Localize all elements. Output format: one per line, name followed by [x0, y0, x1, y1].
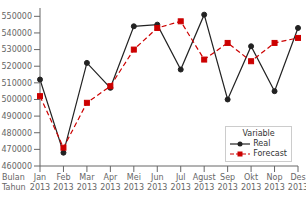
svg-text:Okt2013: Okt2013	[241, 173, 261, 192]
svg-text:BulanTahun: BulanTahun	[8, 173, 26, 192]
svg-text:Jun2013: Jun2013	[147, 173, 167, 192]
svg-text:Jan2013: Jan2013	[30, 173, 50, 192]
svg-text:Des2013: Des2013	[288, 173, 298, 192]
html-text:Variable: Variable	[242, 129, 275, 138]
svg-text:Agust2013: Agust2013	[193, 173, 216, 192]
html-text:Real: Real	[253, 139, 271, 148]
svg-text:490000: 490000	[8, 112, 32, 121]
svg-text:540000: 540000	[8, 29, 32, 38]
svg-text:530000: 530000	[8, 45, 32, 54]
svg-text:Sep2013: Sep2013	[217, 173, 237, 192]
svg-text:Apr2013: Apr2013	[100, 173, 120, 192]
svg-text:470000: 470000	[8, 145, 32, 154]
svg-text:Nop2013: Nop2013	[264, 173, 284, 192]
svg-text:480000: 480000	[8, 129, 32, 138]
svg-text:550000: 550000	[8, 12, 32, 21]
svg-text:520000: 520000	[8, 62, 32, 71]
svg-text:510000: 510000	[8, 79, 32, 88]
html-text:Forecast: Forecast	[253, 149, 287, 158]
svg-text:500000: 500000	[8, 95, 32, 104]
svg-text:Mei2013: Mei2013	[124, 173, 144, 192]
svg-text:Feb2013: Feb2013	[53, 173, 73, 192]
svg-text:Jul2013: Jul2013	[171, 173, 191, 192]
svg-text:Mar2013: Mar2013	[77, 173, 97, 192]
svg-text:460000: 460000	[8, 162, 32, 171]
